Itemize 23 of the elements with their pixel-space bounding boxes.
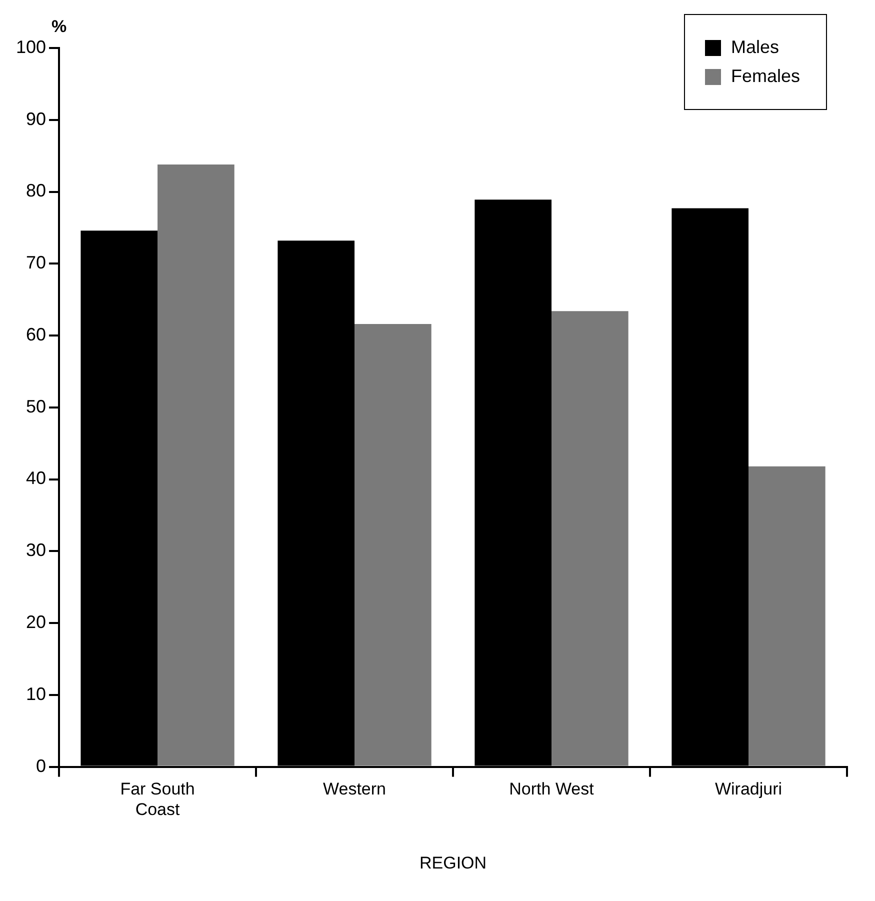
bar xyxy=(552,311,628,766)
x-tick-label: Western xyxy=(323,780,386,799)
legend-label: Females xyxy=(730,66,800,87)
legend-label: Males xyxy=(730,37,779,58)
x-tick-label: North West xyxy=(509,780,594,799)
y-tick-label: 10 xyxy=(26,684,46,704)
y-tick-label: 80 xyxy=(26,180,46,201)
y-tick-label: 100 xyxy=(16,36,46,57)
y-tick-label: 20 xyxy=(26,612,46,632)
bar xyxy=(748,466,826,766)
bar xyxy=(354,324,432,766)
y-tick-label: 90 xyxy=(26,108,46,129)
y-axis-title: % xyxy=(51,17,67,36)
y-tick-label: 70 xyxy=(26,252,46,273)
x-axis-title: REGION xyxy=(419,853,487,872)
y-tick-label: 50 xyxy=(26,396,46,416)
y-tick-label: 0 xyxy=(36,756,46,776)
x-tick-label: Far South Coast xyxy=(120,780,195,820)
bar xyxy=(158,164,234,766)
y-tick-label: 30 xyxy=(26,540,46,560)
y-tick-label: 40 xyxy=(26,468,46,488)
x-tick-label: Wiradjuri xyxy=(714,780,782,799)
y-tick-label: 60 xyxy=(26,324,46,344)
